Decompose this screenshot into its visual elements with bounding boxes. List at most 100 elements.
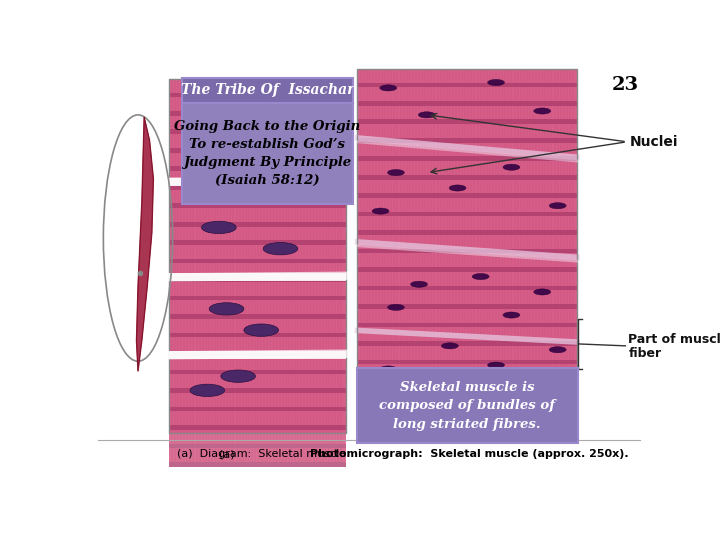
Ellipse shape xyxy=(534,108,551,114)
Bar xyxy=(357,119,577,124)
Bar xyxy=(357,360,577,365)
Bar xyxy=(168,338,346,351)
Bar xyxy=(168,79,346,92)
Bar xyxy=(168,448,346,462)
Bar xyxy=(168,240,346,245)
Ellipse shape xyxy=(503,164,520,170)
Bar xyxy=(357,124,577,138)
Ellipse shape xyxy=(549,202,566,209)
Text: (a)  Diagram:  Skeletal muscle: (a) Diagram: Skeletal muscle xyxy=(176,449,346,459)
Bar xyxy=(168,296,346,300)
Bar xyxy=(357,179,577,193)
Bar xyxy=(168,319,346,333)
Bar xyxy=(168,245,346,259)
Bar xyxy=(99,79,168,433)
Ellipse shape xyxy=(379,85,397,91)
Bar xyxy=(357,364,577,378)
Bar xyxy=(357,87,577,101)
Bar xyxy=(168,333,346,338)
Bar xyxy=(168,351,346,356)
Text: The Tribe Of  Issachar: The Tribe Of Issachar xyxy=(181,83,354,97)
Bar xyxy=(168,185,346,190)
Text: Going Back to the Origin
To re-establish God’s
Judgment By Principle
(Isaiah 58:: Going Back to the Origin To re-establish… xyxy=(174,120,361,187)
Bar xyxy=(357,346,577,360)
Bar xyxy=(168,425,346,430)
Bar xyxy=(168,278,346,282)
Bar xyxy=(168,79,346,433)
Bar xyxy=(357,378,577,383)
Bar xyxy=(357,235,577,249)
Bar xyxy=(168,411,346,425)
Bar xyxy=(357,161,577,175)
Ellipse shape xyxy=(410,281,428,287)
Bar xyxy=(168,226,346,240)
Bar xyxy=(168,282,346,296)
Bar xyxy=(168,352,346,359)
Ellipse shape xyxy=(387,170,405,176)
Bar xyxy=(357,101,577,106)
Bar xyxy=(168,393,346,407)
Bar xyxy=(168,204,346,208)
Bar xyxy=(357,69,577,403)
Bar xyxy=(357,175,577,179)
Bar xyxy=(168,370,346,374)
Bar xyxy=(357,106,577,119)
Text: Part of muscle: Part of muscle xyxy=(629,333,720,346)
Bar xyxy=(357,143,577,157)
Bar xyxy=(168,407,346,411)
Bar xyxy=(168,171,346,185)
Ellipse shape xyxy=(244,324,279,336)
Bar xyxy=(357,249,577,253)
Bar xyxy=(357,291,577,304)
Bar xyxy=(357,383,577,397)
Bar xyxy=(357,401,577,415)
Text: Nuclei: Nuclei xyxy=(629,135,678,149)
Bar xyxy=(357,286,577,291)
Bar xyxy=(168,148,346,153)
Bar xyxy=(168,259,346,264)
Bar xyxy=(168,273,346,281)
Bar xyxy=(357,83,577,87)
Bar xyxy=(357,304,577,309)
Bar xyxy=(357,323,577,327)
Ellipse shape xyxy=(213,133,248,145)
Bar xyxy=(357,198,577,212)
Bar xyxy=(168,300,346,314)
Bar xyxy=(357,157,577,161)
Bar xyxy=(168,166,346,171)
Bar xyxy=(357,217,577,231)
Bar xyxy=(168,190,346,204)
Bar xyxy=(168,97,346,111)
Ellipse shape xyxy=(534,289,551,295)
Ellipse shape xyxy=(221,370,256,382)
Bar xyxy=(357,309,577,323)
Bar xyxy=(168,222,346,226)
Ellipse shape xyxy=(240,154,274,166)
Bar xyxy=(168,208,346,222)
Bar xyxy=(357,212,577,217)
Ellipse shape xyxy=(472,273,489,280)
Bar xyxy=(168,462,346,467)
Ellipse shape xyxy=(263,242,298,255)
Polygon shape xyxy=(137,117,153,372)
Ellipse shape xyxy=(487,79,505,85)
Ellipse shape xyxy=(202,221,236,234)
Bar xyxy=(168,79,346,433)
Bar xyxy=(357,272,577,286)
Text: 23: 23 xyxy=(611,76,639,94)
Bar xyxy=(357,420,577,434)
Ellipse shape xyxy=(379,366,397,372)
Bar xyxy=(168,430,346,444)
Bar xyxy=(168,153,346,166)
FancyBboxPatch shape xyxy=(182,103,353,204)
FancyBboxPatch shape xyxy=(356,368,577,443)
Bar xyxy=(168,111,346,116)
FancyBboxPatch shape xyxy=(182,78,353,103)
Bar xyxy=(357,231,577,235)
Bar xyxy=(357,267,577,272)
Bar xyxy=(357,397,577,401)
Bar xyxy=(168,134,346,148)
Bar xyxy=(168,356,346,370)
Bar xyxy=(357,327,577,341)
Bar xyxy=(168,92,346,97)
